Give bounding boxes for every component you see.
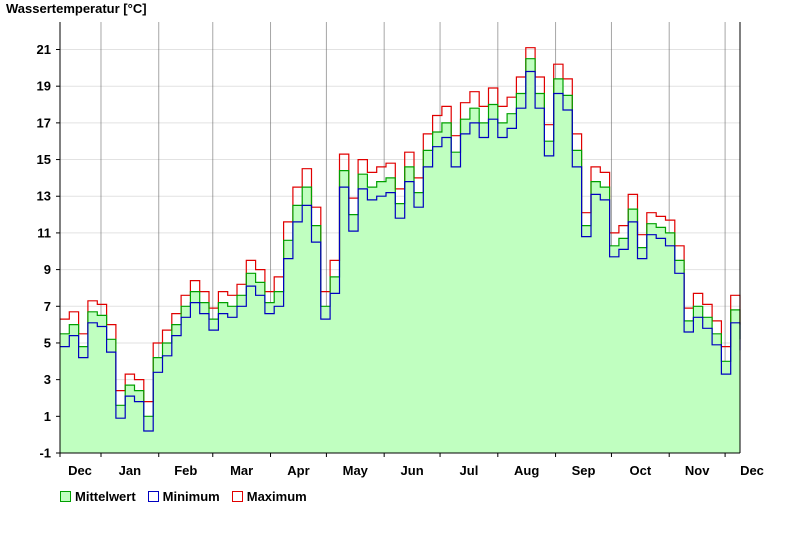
x-tick-label-may-5: May [343,463,369,478]
y-tick-label-15: 15 [37,152,51,167]
y-tick-label-11: 11 [37,225,51,240]
y-tick-label-19: 19 [37,79,51,94]
series-layer [60,47,741,453]
legend-item-mittelwert: Mittelwert [60,489,136,504]
x-tick-label-jun-6: Jun [401,463,424,478]
x-tick-label-jul-7: Jul [460,463,479,478]
x-tick-label-oct-10: Oct [629,463,651,478]
legend-swatch-maximum [231,491,243,502]
legend-item-minimum: Minimum [147,489,220,504]
series-area-mittelwert [60,58,740,453]
legend-label-mittelwert: Mittelwert [75,489,136,504]
x-tick-label-aug-8: Aug [514,463,539,478]
y-tick-label-5: 5 [44,335,51,350]
legend: Mittelwert Minimum Maximum [60,489,307,504]
y-tick-label-13: 13 [37,189,51,204]
y-tick-label-21: 21 [37,42,51,57]
y-tick-label-9: 9 [44,262,51,277]
legend-item-maximum: Maximum [231,489,307,504]
y-tick-label-17: 17 [37,115,51,130]
x-tick-label-jan-1: Jan [119,463,141,478]
x-tick-label-dec-12: Dec [740,463,764,478]
x-tick-label-sep-9: Sep [572,463,596,478]
legend-label-minimum: Minimum [162,489,220,504]
y-tick-label-7: 7 [44,299,51,314]
y-tick-label--1: -1 [39,446,51,461]
x-tick-label-apr-4: Apr [287,463,309,478]
y-tick-label-1: 1 [44,409,51,424]
x-tick-label-dec-0: Dec [68,463,92,478]
legend-swatch-minimum [147,491,159,502]
legend-label-maximum: Maximum [246,489,307,504]
legend-swatch-mittelwert [60,491,71,502]
x-tick-label-nov-11: Nov [685,463,710,478]
series-line-minimum [60,70,741,432]
y-tick-label-3: 3 [44,372,51,387]
chart-title: Wassertemperatur [°C] [6,1,147,16]
x-tick-label-feb-2: Feb [174,463,197,478]
x-tick-label-mar-3: Mar [230,463,253,478]
